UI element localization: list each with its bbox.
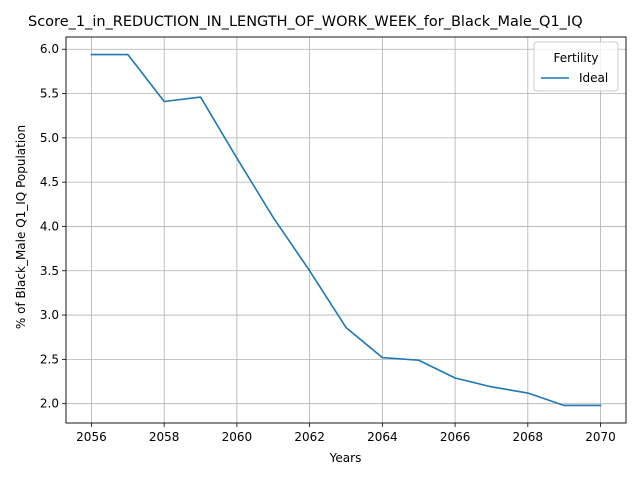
- y-tick-label: 4.0: [40, 219, 59, 233]
- x-tick-label: 2068: [513, 430, 544, 444]
- y-tick-label: 2.5: [40, 352, 59, 366]
- legend-label: Ideal: [579, 71, 608, 85]
- y-tick-label: 5.0: [40, 131, 59, 145]
- series-lines: [90, 53, 602, 407]
- x-axis: 2056 2058 2060 2062 2064 2066 2068 2070: [76, 423, 616, 444]
- y-tick-label: 3.5: [40, 264, 59, 278]
- plot-frame: [65, 36, 627, 424]
- grid: [66, 37, 626, 423]
- series-line-ideal: [90, 53, 602, 407]
- x-tick-label: 2058: [149, 430, 180, 444]
- x-tick-label: 2062: [294, 430, 325, 444]
- y-axis: 2.0 2.5 3.0 3.5 4.0 4.5 5.0 5.5 6.0: [40, 42, 66, 411]
- y-tick-label: 5.5: [40, 87, 59, 101]
- legend: Fertility Ideal: [533, 41, 619, 92]
- x-tick-label: 2056: [76, 430, 107, 444]
- x-tick-label: 2060: [222, 430, 253, 444]
- x-tick-label: 2064: [367, 430, 398, 444]
- x-tick-label: 2066: [440, 430, 471, 444]
- legend-title: Fertility: [553, 51, 598, 65]
- y-tick-label: 4.5: [40, 175, 59, 189]
- x-axis-label: Years: [329, 451, 362, 465]
- x-tick-label: 2070: [585, 430, 616, 444]
- y-tick-label: 6.0: [40, 42, 59, 56]
- y-tick-label: 2.0: [40, 397, 59, 411]
- y-tick-label: 3.0: [40, 308, 59, 322]
- y-axis-label: % of Black_Male Q1_IQ Population: [14, 125, 28, 329]
- chart-title: Score_1_in_REDUCTION_IN_LENGTH_OF_WORK_W…: [28, 14, 583, 30]
